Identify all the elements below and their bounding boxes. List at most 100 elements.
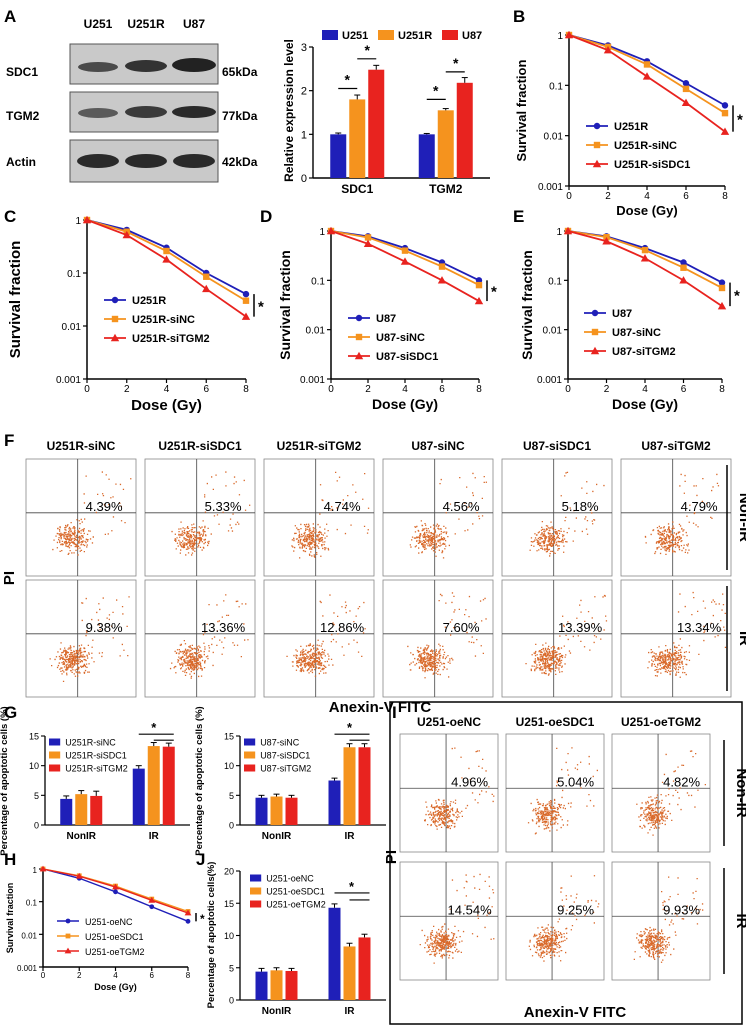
y-tick-label: 1 xyxy=(557,31,563,42)
row-label-ir: IR xyxy=(733,914,746,929)
data-point xyxy=(203,273,210,280)
y-tick-label: 3 xyxy=(301,42,307,54)
bar xyxy=(343,946,356,1000)
y-tick-label: 0.01 xyxy=(62,322,82,333)
flow-column-title: U87-siTGM2 xyxy=(641,439,711,453)
data-point xyxy=(438,263,446,270)
legend-label: U251R-siSDC1 xyxy=(65,751,127,761)
legend-label: U251-oeTGM2 xyxy=(85,947,145,957)
survival-chart-h: 0.001 0.01 0.1 1 0 2 4 6 8 Dose (Gy) Survival frac… xyxy=(5,865,205,992)
data-point xyxy=(162,255,171,263)
data-point xyxy=(437,276,447,284)
flow-column-title: U251R-siSDC1 xyxy=(158,439,242,453)
flow-events xyxy=(169,594,249,679)
row-label-nonir: Non-IR xyxy=(733,768,746,817)
bar xyxy=(328,780,341,825)
legend-label: U251-oeSDC1 xyxy=(266,887,325,897)
flow-plot-frame xyxy=(399,733,499,853)
legend-label: U87-siSDC1 xyxy=(260,751,310,761)
x-tick-label: 2 xyxy=(124,384,130,395)
apoptosis-percent: 4.56% xyxy=(443,499,480,514)
blot-kda-label: 65kDa xyxy=(222,65,258,79)
x-tick-label: 4 xyxy=(113,971,118,980)
data-point xyxy=(721,109,729,117)
blot-lane-label: U87 xyxy=(183,17,205,31)
flow-plot-frame xyxy=(263,458,375,577)
flow-column-title: U251R-siNC xyxy=(47,439,116,453)
y-tick-label: 0.1 xyxy=(67,269,81,280)
y-tick-label: 15 xyxy=(224,732,234,742)
legend-swatch xyxy=(244,764,256,772)
legend-swatch xyxy=(442,30,458,40)
blot-row-label: Actin xyxy=(6,155,36,169)
y-tick-label: 1 xyxy=(75,216,81,227)
series-line xyxy=(330,230,480,302)
y-axis-label: Percentage of apoptotic cells (%) xyxy=(194,706,205,855)
data-point xyxy=(718,279,726,286)
bar xyxy=(60,798,73,825)
flow-events xyxy=(644,473,720,555)
row-label-ir: IR xyxy=(736,631,746,646)
flow-cytometry-grid-i: U251-oeNC 4.96% 14.54% U251-oeSDC1 5.04% 9.25… xyxy=(383,715,746,1021)
legend-label: U87 xyxy=(376,313,396,325)
y-tick-label: 0 xyxy=(301,173,307,185)
x-tick-label: 6 xyxy=(683,191,689,202)
y-tick-label: 0.1 xyxy=(311,276,325,287)
bar xyxy=(132,768,145,825)
data-point xyxy=(242,297,250,304)
legend-label: U87-siTGM2 xyxy=(612,346,676,358)
legend-marker xyxy=(111,296,119,304)
x-tick-label: 2 xyxy=(605,191,611,202)
legend-swatch xyxy=(250,887,262,895)
blot-band xyxy=(125,106,167,118)
bar xyxy=(437,110,454,178)
legend-marker xyxy=(593,141,601,149)
apoptosis-percent: 13.34% xyxy=(677,620,722,635)
apoptosis-percent: 14.54% xyxy=(448,902,493,917)
flow-plot-frame xyxy=(382,579,494,698)
flow-events xyxy=(424,747,495,830)
x-tick-label: 0 xyxy=(566,191,572,202)
legend-marker xyxy=(591,309,599,317)
apoptosis-percent: 4.39% xyxy=(86,499,123,514)
legend-swatch xyxy=(49,738,61,746)
bar xyxy=(162,746,175,825)
flow-plot-frame xyxy=(501,458,613,577)
bar xyxy=(75,794,88,825)
y-tick-label: 1 xyxy=(319,227,325,238)
series-line xyxy=(568,34,726,107)
flow-events xyxy=(633,876,704,963)
significance-star: * xyxy=(365,42,371,58)
x-tick-label: 8 xyxy=(243,384,249,395)
flow-plot-frame xyxy=(611,861,711,981)
flow-events xyxy=(647,591,727,678)
legend-swatch xyxy=(250,900,262,908)
apoptosis-percent: 4.74% xyxy=(324,499,361,514)
x-tick-label: 0 xyxy=(328,384,334,395)
survival-chart-e: 0.001 0.01 0.1 1 0 2 4 6 8 Dose (Gy) Survival frac… xyxy=(519,226,740,412)
significance-star: * xyxy=(433,82,439,98)
blot-band xyxy=(77,154,119,168)
bar xyxy=(358,747,371,825)
x-axis-label-fitc: Anexin-V FITC xyxy=(329,699,432,716)
flow-plot-frame xyxy=(144,458,256,577)
legend-label: U87-siNC xyxy=(376,332,425,344)
significance-star: * xyxy=(349,879,355,894)
y-tick-label: 1 xyxy=(33,866,38,875)
data-point xyxy=(75,872,83,879)
legend-marker xyxy=(592,159,602,168)
y-tick-label: 1 xyxy=(556,227,562,238)
flow-events xyxy=(419,873,495,964)
series-line xyxy=(86,219,247,318)
blot-band xyxy=(173,154,215,168)
legend-swatch xyxy=(250,874,262,882)
row-label-nonir: Non-IR xyxy=(736,493,746,542)
x-axis-label-fitc: Anexin-V FITC xyxy=(524,1004,627,1021)
panel-i-border xyxy=(389,701,743,1025)
flow-plot-frame xyxy=(611,733,711,853)
legend-swatch xyxy=(378,30,394,40)
data-point xyxy=(149,904,155,910)
x-tick-label: 2 xyxy=(604,384,610,395)
bar xyxy=(343,747,356,825)
